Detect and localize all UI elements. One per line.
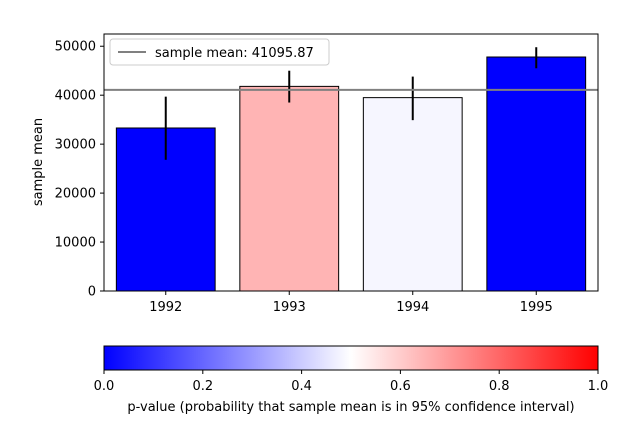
plot-area-border [103, 33, 599, 292]
bar-1994 [362, 97, 463, 292]
colorbar-tick-label: 0.2 [192, 379, 213, 394]
y-tick-label: 0 [88, 285, 96, 300]
colorbar-tick-label: 1.0 [588, 379, 609, 394]
legend-label: sample mean: 41095.87 [155, 46, 314, 61]
y-tick-label: 20000 [55, 187, 96, 202]
x-tick-label: 1995 [520, 300, 553, 315]
x-axis-ticks: 1992 1993 1994 1995 [149, 291, 553, 315]
bars-layer [115, 56, 587, 292]
x-tick-label: 1993 [273, 300, 306, 315]
legend-box [109, 38, 330, 66]
y-tick-label: 40000 [55, 89, 96, 104]
y-axis-ticks: 0 10000 20000 30000 40000 50000 [55, 40, 104, 300]
y-tick-label: 50000 [55, 40, 96, 55]
legend: sample mean: 41095.87 [109, 38, 330, 66]
x-tick-label: 1994 [396, 300, 429, 315]
y-tick-label: 10000 [55, 236, 96, 251]
y-axis-label: sample mean [31, 118, 46, 206]
colorbar-ticks: 0.0 0.2 0.4 0.6 0.8 1.0 [94, 370, 609, 394]
bar-1995 [486, 56, 587, 292]
colorbar-tick-label: 0.8 [489, 379, 510, 394]
colorbar-tick-label: 0.6 [390, 379, 411, 394]
errorbars-layer [164, 47, 538, 160]
x-tick-label: 1992 [149, 300, 182, 315]
colorbar-tick-label: 0.4 [291, 379, 312, 394]
colorbar-tick-label: 0.0 [94, 379, 115, 394]
colorbar-label: p-value (probability that sample mean is… [127, 400, 574, 415]
bar-1993 [239, 85, 340, 292]
y-tick-label: 30000 [55, 138, 96, 153]
colorbar-gradient [103, 345, 599, 371]
colorbar: 0.0 0.2 0.4 0.6 0.8 1.0 p-value (probability … [94, 345, 609, 415]
